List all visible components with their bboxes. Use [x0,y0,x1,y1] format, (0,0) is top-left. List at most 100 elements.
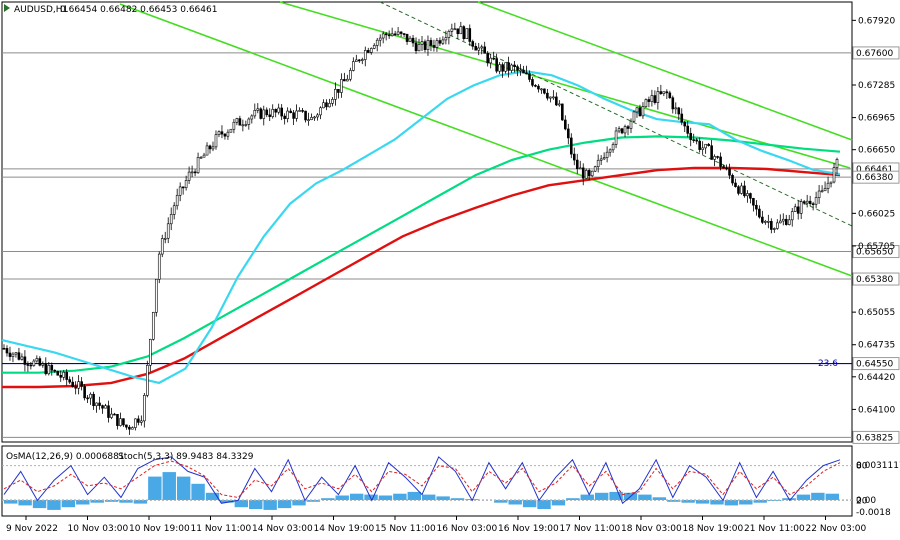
candle-body [74,386,77,389]
candle-body [546,92,549,99]
candle-body [393,33,397,36]
candle-body [734,182,737,187]
candle-body [629,120,633,129]
candle-body [107,405,110,418]
osma-bar [176,476,191,500]
candle-body [250,115,254,120]
candle-body [680,113,684,123]
candle-body [435,40,439,48]
candle-body [163,237,167,240]
osma-bar [90,500,104,503]
candle-body [95,402,98,407]
candle-body [671,97,675,110]
candle-body [522,69,525,74]
candle-body [510,64,513,71]
candle-body [459,26,463,35]
candle-body [587,170,591,177]
candle-body [310,117,313,120]
candle-body [274,109,278,113]
candle-body [725,167,728,170]
fib-level-label: 23.6 [818,359,838,369]
candle-body [665,91,669,94]
candle-body [134,418,137,428]
candle-body [349,70,352,80]
candle-body [480,46,484,49]
candle-body [623,126,627,134]
candle-body [316,114,319,118]
candle-body [298,110,301,112]
candle-body [101,405,104,409]
candle-body [160,238,164,255]
candle-body [564,119,567,130]
candle-body [483,46,487,54]
candle-body [728,168,731,176]
candle-body [429,40,433,46]
stochastic-lines: 80 20 [2,456,868,506]
candle-body [540,88,543,91]
candle-body [513,64,516,67]
candle-body [668,92,672,99]
candle-body [98,402,101,406]
osma-tick-label: -0.0018 [856,508,891,518]
candle-body [253,109,257,117]
price-tick-label: 0.64735 [858,341,895,351]
candle-body [157,253,161,280]
trend-channel [119,1,853,277]
candle-body [17,352,21,360]
osma-bar [450,498,465,500]
candle-body [719,156,722,167]
candle-body [181,186,185,189]
candle-body [683,121,687,127]
candle-body [707,143,710,146]
candle-body [677,107,681,115]
candle-body [620,128,624,134]
stoch-level-label: 80 [856,462,868,472]
candle-body [92,393,95,407]
candle-body [465,28,469,40]
stoch-main-line [3,456,841,505]
candle-body [674,107,678,110]
candle-body [504,62,507,72]
candle-body [399,31,403,34]
candle-body [220,131,224,135]
candle-body [656,91,660,103]
candle-body [387,34,391,37]
candle-body [689,133,693,140]
channel-outer-line [477,1,853,141]
candle-body [244,124,248,126]
osma-bar [234,500,249,508]
time-tick-label: 21 Nov 11:00 [744,524,805,534]
osma-bar [422,494,436,500]
time-axis: 9 Nov 2022 10 Nov 03:00 10 Nov 19:00 11 Nov… [6,516,866,534]
level-label: 0.65650 [856,248,893,258]
candle-body [86,397,89,400]
candle-body [205,145,209,156]
candle-body [265,109,269,116]
time-tick-label: 18 Nov 19:00 [683,524,744,534]
candle-body [50,365,54,371]
candle-body [799,201,803,214]
candle-body [241,124,245,127]
candle-body [781,218,785,222]
osma-bar [263,500,277,510]
osma-bar [76,500,90,505]
candle-body [178,186,182,196]
candle-body [752,198,755,206]
time-tick-label: 9 Nov 2022 [6,524,58,534]
candle-body [438,40,442,44]
candle-body [232,121,236,130]
candle-body [632,111,636,122]
candle-body [826,182,830,189]
level-label: 0.66380 [856,173,893,183]
price-tick-label: 0.64420 [858,373,895,383]
osma-bar [4,500,18,504]
candle-body [322,102,325,109]
candle-body [731,174,734,184]
candle-body [549,96,552,99]
channel-mid-line [379,1,853,227]
candle-body [196,157,200,174]
candle-body [80,381,83,387]
osma-bar [349,493,364,500]
osma-label: OsMA(12,26,9) 0.0006881 [6,452,125,462]
